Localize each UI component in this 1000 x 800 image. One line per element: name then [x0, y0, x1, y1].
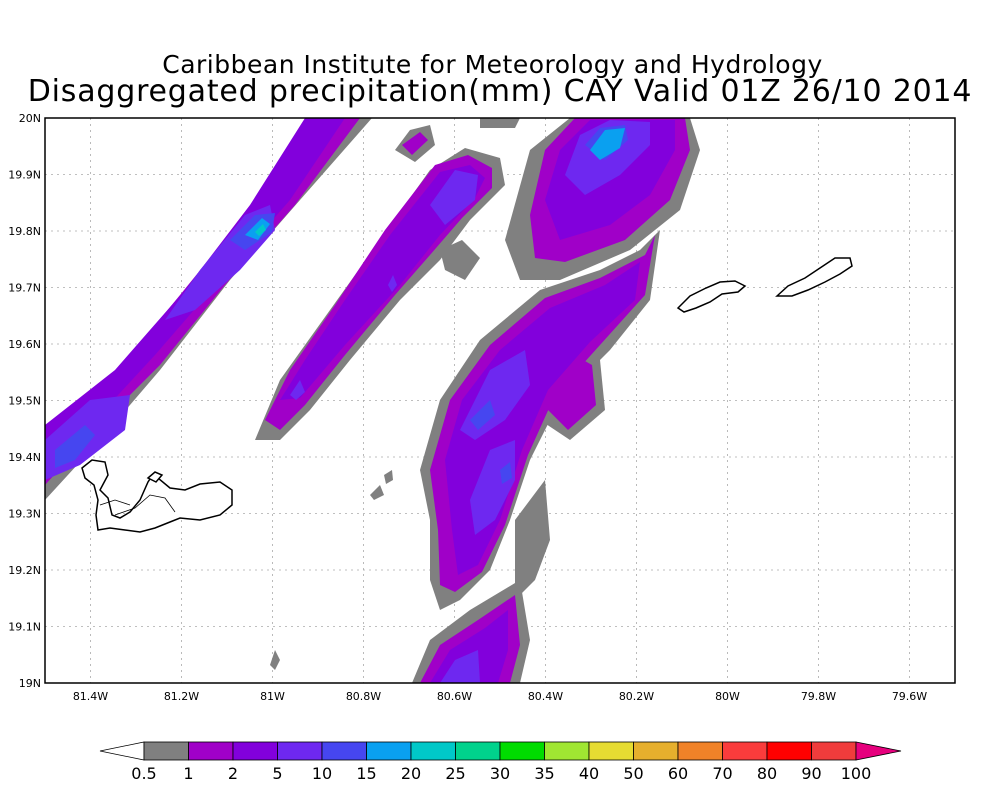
colorbar-arrow-high — [855, 741, 902, 761]
colorbar: 0.5 1 2 5 10 15 20 25 30 35 40 50 60 70 80 90 100 — [99, 741, 902, 783]
lon-tick-label: 81.4W — [73, 690, 108, 703]
cayman-brac-island — [775, 257, 853, 297]
colorbar-label: 50 — [623, 764, 643, 783]
lat-tick-label: 19.9N — [8, 169, 41, 182]
title-line-1: Caribbean Institute for Meteorology and … — [162, 50, 823, 79]
lat-tick-label: 19.5N — [8, 395, 41, 408]
colorbar-segment — [366, 741, 412, 761]
colorbar-label: 40 — [579, 764, 599, 783]
lon-tick-label: 79.6W — [892, 690, 927, 703]
colorbar-segment — [633, 741, 679, 761]
colorbar-label: 60 — [668, 764, 688, 783]
colorbar-segment — [410, 741, 456, 761]
colorbar-segment — [321, 741, 367, 761]
lat-tick-label: 19.7N — [8, 282, 41, 295]
colorbar-segment — [544, 741, 590, 761]
lat-tick-label: 19.6N — [8, 338, 41, 351]
lon-tick-label: 80.6W — [437, 690, 472, 703]
precip-contour-15 — [245, 128, 625, 240]
title-line-2: Disaggregated precipitation(mm) CAY Vali… — [27, 74, 973, 109]
colorbar-label: 90 — [801, 764, 821, 783]
colorbar-arrow-low — [99, 741, 145, 761]
lon-tick-label: 80.2W — [619, 690, 654, 703]
colorbar-label: 5 — [272, 764, 282, 783]
colorbar-segment — [677, 741, 723, 761]
colorbar-segment — [188, 741, 234, 761]
colorbar-segment — [277, 741, 323, 761]
grand-cayman-island — [81, 459, 233, 533]
colorbar-label: 2 — [228, 764, 238, 783]
colorbar-segment — [766, 741, 812, 761]
map-frame — [44, 117, 956, 684]
colorbar-segment — [811, 741, 857, 761]
lat-tick-label: 19.4N — [8, 451, 41, 464]
colorbar-segment — [232, 741, 278, 761]
colorbar-segment — [455, 741, 501, 761]
precip-contour-20 — [255, 224, 266, 236]
lat-tick-label: 19N — [19, 677, 41, 690]
colorbar-segment — [722, 741, 768, 761]
colorbar-label: 100 — [841, 764, 872, 783]
lon-tick-label: 80W — [715, 690, 740, 703]
lon-tick-label: 79.8W — [801, 690, 836, 703]
latitude-labels: 19N 19.1N 19.2N 19.3N 19.4N 19.5N 19.6N 19.7N 19… — [8, 112, 41, 690]
colorbar-label: 10 — [312, 764, 332, 783]
colorbar-segment — [499, 741, 545, 761]
colorbar-label: 1 — [183, 764, 193, 783]
precipitation-field — [45, 118, 700, 683]
longitude-labels: 81.4W 81.2W 81W 80.8W 80.6W 80.4W 80.2W 80W 79.8… — [73, 690, 927, 703]
colorbar-segment — [143, 741, 189, 761]
colorbar-label: 25 — [445, 764, 465, 783]
colorbar-segment — [588, 741, 634, 761]
little-cayman-island — [676, 280, 747, 313]
colorbar-label: 0.5 — [131, 764, 156, 783]
lon-tick-label: 81W — [260, 690, 285, 703]
colorbar-label: 30 — [490, 764, 510, 783]
colorbar-label: 70 — [712, 764, 732, 783]
colorbar-label: 80 — [757, 764, 777, 783]
lat-tick-label: 19.3N — [8, 508, 41, 521]
colorbar-label: 20 — [401, 764, 421, 783]
lat-tick-label: 19.2N — [8, 564, 41, 577]
colorbar-label: 35 — [534, 764, 554, 783]
lat-tick-label: 20N — [19, 112, 41, 125]
lon-tick-label: 80.4W — [528, 690, 563, 703]
lon-tick-label: 81.2W — [164, 690, 199, 703]
lat-tick-label: 19.1N — [8, 621, 41, 634]
colorbar-label: 15 — [356, 764, 376, 783]
lon-tick-label: 80.8W — [346, 690, 381, 703]
lat-tick-label: 19.8N — [8, 225, 41, 238]
